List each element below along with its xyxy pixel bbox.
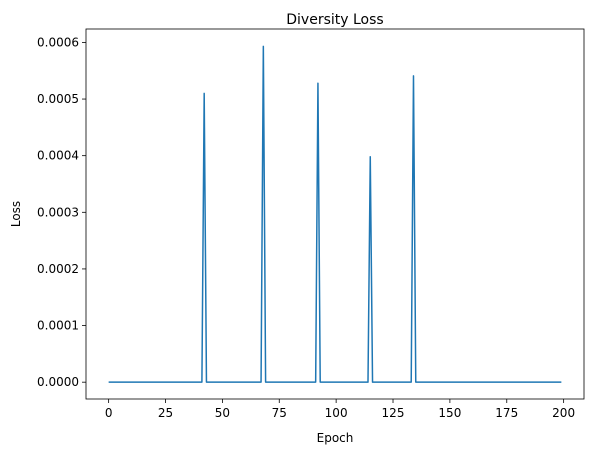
- x-tick-label: 25: [158, 406, 173, 420]
- x-tick-label: 175: [495, 406, 518, 420]
- y-tick-label: 0.0002: [37, 262, 79, 276]
- chart-title: Diversity Loss: [286, 12, 383, 28]
- plot-frame: [85, 28, 585, 400]
- x-tick-label: 125: [382, 406, 405, 420]
- y-tick-label: 0.0005: [37, 92, 79, 106]
- y-axis: 0.0000 0.0001 0.0002 0.0003 0.0004 0.0005 0.00…: [37, 35, 86, 389]
- y-tick-label: 0.0000: [37, 375, 79, 389]
- y-tick-label: 0.0003: [37, 205, 79, 219]
- plot-area: [85, 28, 585, 400]
- series-layer: [108, 45, 562, 383]
- x-tick-label: 0: [105, 406, 113, 420]
- x-tick-label: 50: [215, 406, 230, 420]
- x-tick-label: 75: [272, 406, 287, 420]
- x-axis-title: Epoch: [317, 431, 354, 445]
- y-axis-title: Loss: [9, 201, 23, 227]
- x-tick-label: 100: [325, 406, 348, 420]
- x-axis: 0 25 50 75 100 125 150 175 200: [105, 399, 575, 420]
- y-tick-label: 0.0001: [37, 319, 79, 333]
- x-tick-label: 200: [552, 406, 575, 420]
- y-tick-label: 0.0006: [37, 35, 79, 49]
- x-tick-label: 150: [438, 406, 461, 420]
- y-tick-label: 0.0004: [37, 149, 79, 163]
- series-line-0: [108, 45, 562, 383]
